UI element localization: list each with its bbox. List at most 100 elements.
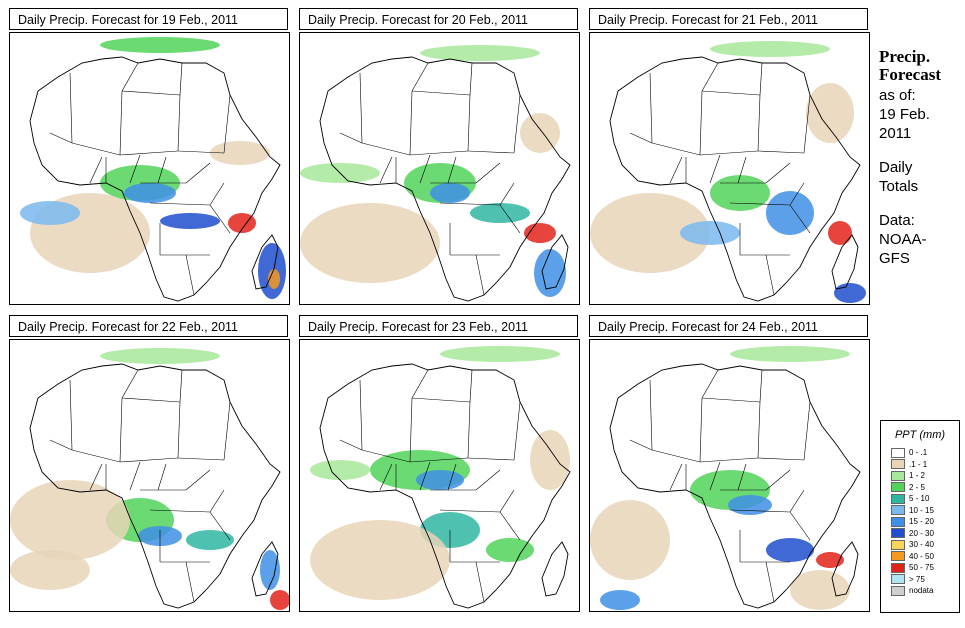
country-border: [179, 369, 183, 403]
country-border: [709, 461, 721, 491]
precip-area: [766, 538, 814, 562]
data-line-2: NOAA-: [879, 231, 927, 248]
country-border: [361, 449, 411, 463]
country-border: [475, 561, 485, 603]
precip-area: [710, 41, 830, 57]
precip-area: [260, 550, 280, 590]
data-line-1: Data:: [879, 212, 915, 229]
country-border: [49, 439, 73, 451]
country-border: [223, 94, 231, 154]
forecast-panel-20feb: Daily Precip. Forecast for 20 Feb., 2011: [299, 8, 580, 305]
legend-item: 1 - 2: [881, 470, 959, 482]
precip-area: [186, 530, 234, 550]
precip-area: [530, 430, 570, 490]
country-border: [409, 90, 413, 156]
country-border: [121, 90, 181, 96]
country-border: [69, 379, 73, 451]
country-border: [89, 463, 103, 491]
country-border: [789, 182, 805, 206]
precip-area: [790, 570, 850, 610]
precip-map: [589, 339, 870, 612]
country-border: [789, 489, 805, 513]
date-line-1: 19 Feb.: [879, 106, 930, 123]
forecast-panel-22feb: Daily Precip. Forecast for 22 Feb., 2011: [9, 315, 290, 612]
country-border: [129, 461, 141, 491]
country-border: [701, 369, 719, 399]
precip-area: [100, 348, 220, 364]
map-canvas: [310, 346, 571, 609]
country-border: [499, 204, 521, 234]
country-border: [699, 457, 759, 463]
precip-area: [416, 470, 464, 490]
country-border: [765, 561, 775, 603]
totals-line-1: Daily: [879, 159, 913, 176]
legend-title: PPT (mm): [894, 429, 946, 441]
legend-item: 50 - 75: [881, 562, 959, 574]
legend-swatch: [891, 551, 905, 562]
country-border: [439, 509, 501, 513]
precip-map: [9, 339, 290, 612]
precip-area: [430, 183, 470, 203]
country-border: [71, 449, 121, 463]
country-border: [185, 162, 211, 184]
legend-label: 40 - 50: [909, 551, 934, 561]
precip-area: [300, 203, 440, 283]
legend-label: 10 - 15: [909, 505, 934, 515]
country-border: [209, 511, 231, 541]
precip-area: [10, 480, 130, 560]
sidebar-heading-1: Precip.: [879, 47, 931, 66]
country-border: [119, 90, 123, 156]
forecast-panel-23feb: Daily Precip. Forecast for 23 Feb., 2011: [299, 315, 580, 612]
country-border: [709, 154, 721, 184]
map-canvas: [300, 45, 571, 302]
precip-area: [486, 538, 534, 562]
panel-title: Daily Precip. Forecast for 22 Feb., 2011: [9, 315, 288, 337]
map-canvas: [590, 346, 861, 610]
country-border: [157, 156, 167, 184]
legend-label: 15 - 20: [909, 517, 934, 527]
country-border: [447, 463, 457, 491]
precip-area: [534, 249, 566, 297]
legend-item: .1 - 1: [881, 459, 959, 471]
country-border: [359, 72, 363, 144]
legend-item: nodata: [881, 585, 959, 597]
precip-area: [210, 141, 270, 165]
precip-area: [680, 221, 740, 245]
precip-map: [299, 339, 580, 612]
precip-area: [270, 590, 289, 610]
country-border: [185, 254, 195, 296]
country-border: [223, 401, 231, 461]
country-border: [669, 463, 683, 491]
country-border: [361, 142, 411, 156]
legend-swatch: [891, 585, 905, 596]
country-border: [121, 369, 139, 399]
country-border: [699, 397, 703, 463]
country-border: [339, 439, 363, 451]
country-border: [209, 182, 225, 206]
country-border: [467, 150, 515, 154]
legend-label: 20 - 30: [909, 528, 934, 538]
country-border: [699, 150, 759, 156]
country-border: [789, 511, 811, 541]
precip-area: [600, 590, 640, 610]
country-border: [499, 511, 521, 541]
country-border: [757, 457, 805, 461]
precip-area: [124, 183, 176, 203]
country-border: [71, 142, 121, 156]
legend-label: .1 - 1: [909, 459, 928, 469]
precip-area: [590, 500, 670, 580]
country-border: [701, 90, 761, 96]
forecast-panel-24feb: Daily Precip. Forecast for 24 Feb., 2011: [589, 315, 870, 612]
panel-title: Daily Precip. Forecast for 19 Feb., 2011: [9, 8, 288, 30]
country-border: [411, 90, 471, 96]
country-border: [179, 62, 183, 96]
country-border: [757, 150, 805, 154]
country-border: [701, 62, 719, 92]
country-border: [89, 156, 103, 184]
country-border: [209, 204, 231, 234]
country-border: [359, 379, 363, 451]
precip-area: [420, 45, 540, 61]
legend-label: 5 - 10: [909, 494, 930, 504]
